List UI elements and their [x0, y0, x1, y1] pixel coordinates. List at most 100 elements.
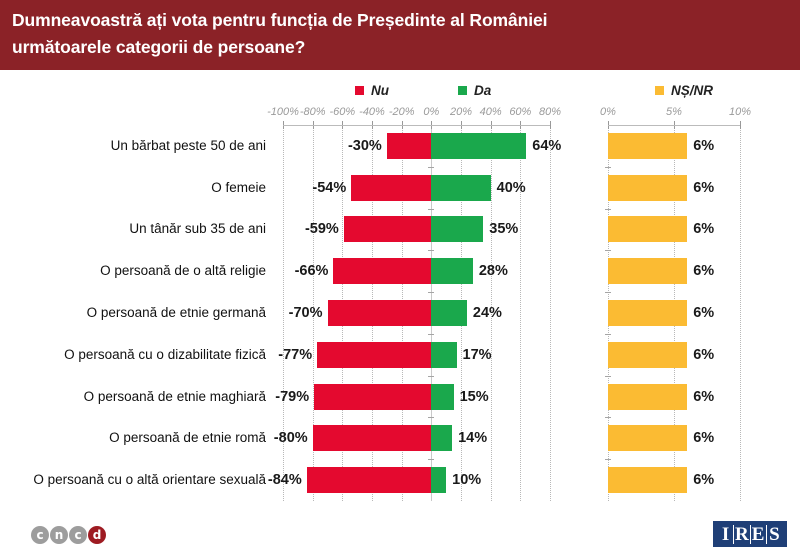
chart-row: 6%: [608, 467, 740, 494]
category-label: O persoană cu o dizabilitate fizică: [64, 346, 266, 362]
row-separator-tick: [428, 375, 435, 377]
row-separator-tick: [605, 333, 611, 335]
x-tick-label-left: -60%: [329, 106, 356, 118]
bar-nu[interactable]: [312, 425, 432, 452]
bar-value-nsnr: 6%: [693, 346, 715, 363]
bar-nsnr[interactable]: [608, 258, 688, 285]
bar-nu[interactable]: [317, 341, 432, 368]
x-tick-label-right: 10%: [728, 106, 752, 118]
legend-swatch-nsnr-icon: [655, 85, 664, 95]
ires-logo-letter: I: [718, 524, 735, 544]
bar-value-nu: -80%: [273, 430, 308, 447]
bar-nsnr[interactable]: [608, 216, 688, 243]
x-tick-label-left: 0%: [423, 106, 440, 118]
legend-label-nsnr: NȘ/NR: [671, 82, 714, 98]
bar-da[interactable]: [431, 258, 473, 285]
tickmark-right-10: [740, 121, 741, 129]
bar-nsnr[interactable]: [608, 383, 688, 410]
chart-row: -80% 14%: [274, 425, 550, 452]
bar-value-da: 40%: [496, 179, 526, 196]
category-label: Un bărbat peste 50 de ani: [110, 137, 266, 153]
bar-nsnr[interactable]: [608, 174, 688, 201]
gridline-left-80: [550, 125, 551, 501]
category-axis-labels: Un bărbat peste 50 de ani O femeie Un tână…: [0, 125, 272, 501]
bar-da[interactable]: [431, 341, 457, 368]
cncd-logo-letter: c: [69, 526, 87, 544]
bar-value-da: 17%: [462, 346, 492, 363]
row-separator-tick: [428, 459, 435, 461]
x-tick-label-left: 80%: [538, 106, 562, 118]
bar-value-nsnr: 6%: [693, 388, 715, 405]
category-label: O femeie: [211, 179, 266, 195]
bar-value-nu: -66%: [294, 263, 329, 280]
gridline-left--80: [312, 125, 314, 501]
bar-da[interactable]: [431, 132, 527, 159]
ires-logo-letter: S: [769, 523, 780, 545]
bar-value-nu: -30%: [347, 137, 382, 154]
bar-da[interactable]: [431, 383, 454, 410]
legend-label-da: Da: [474, 82, 492, 98]
bar-nsnr[interactable]: [608, 132, 688, 159]
bar-da[interactable]: [431, 174, 491, 201]
legend-item-nu: Nu: [355, 80, 389, 100]
chart-row: 6%: [608, 341, 740, 368]
legend-swatch-nu-icon: [355, 85, 364, 95]
chart-row: -70% 24%: [283, 300, 550, 326]
page-title-line-2: următoarele categorii de persoane?: [12, 37, 306, 57]
bar-value-da: 10%: [452, 472, 482, 489]
bar-value-nu: -59%: [304, 221, 339, 238]
bar-value-da: 14%: [458, 430, 488, 447]
x-tick-label-left: 60%: [509, 106, 532, 118]
bar-value-nsnr: 6%: [693, 472, 715, 489]
bar-nsnr[interactable]: [608, 467, 688, 494]
bar-nsnr[interactable]: [608, 341, 688, 368]
row-separator-tick: [605, 208, 611, 210]
chart-row: 6%: [608, 216, 740, 243]
chart-area: -100% -80% -60% -40% -20% 0% 20% 40% 60% 80% 0% 5%…: [0, 106, 800, 506]
chart-row: -84% 10%: [268, 467, 550, 494]
chart-row: -77% 17%: [278, 341, 550, 368]
bar-da[interactable]: [431, 467, 447, 494]
chart-row: 6%: [608, 425, 740, 452]
legend-label-nu: Nu: [371, 82, 389, 98]
category-label: O persoană de etnie germană: [86, 305, 266, 320]
chart-row: 6%: [608, 258, 740, 285]
bar-value-da: 64%: [532, 137, 562, 154]
cncd-logo-letter: c: [31, 526, 49, 544]
row-separator-tick: [605, 459, 611, 461]
row-separator-tick: [605, 417, 611, 419]
gridline-right-10: [740, 125, 741, 501]
x-axis-ticks-left-panel: -100% -80% -60% -40% -20% 0% 20% 40% 60% 80%: [0, 106, 562, 122]
x-tick-label-left: 40%: [479, 106, 502, 118]
bar-nu[interactable]: [306, 467, 432, 494]
x-tick-label-right: 5%: [666, 106, 682, 118]
bar-value-da: 28%: [478, 263, 508, 280]
plot-nsnr: 6% 6% 6% 6% 6% 6% 6% 6% 6%: [605, 121, 741, 501]
bar-nu[interactable]: [333, 258, 432, 285]
chart-legend: Nu Da NȘ/NR: [0, 80, 800, 106]
bar-nu[interactable]: [351, 174, 432, 201]
bar-nsnr[interactable]: [608, 300, 688, 326]
row-separator-tick: [428, 417, 435, 419]
category-label: O persoană de etnie romă: [109, 430, 266, 446]
x-axis-ticks-right-panel: 0% 5% 10%: [0, 106, 800, 122]
axis-line-right: [608, 125, 740, 126]
category-label: O persoană de o altă religie: [100, 263, 266, 279]
x-tick-label-left: -100%: [267, 106, 299, 118]
bar-da[interactable]: [431, 300, 467, 326]
bar-value-nu: -54%: [312, 179, 347, 196]
bar-nu[interactable]: [314, 383, 432, 410]
bar-nu[interactable]: [327, 300, 432, 326]
ires-logo-letter: R: [735, 523, 751, 545]
bar-nu[interactable]: [386, 132, 432, 159]
title-banner: Dumneavoastră ați vota pentru funcția de…: [0, 0, 800, 70]
category-label: O persoană cu o altă orientare sexuală: [33, 472, 266, 488]
bar-value-nsnr: 6%: [693, 137, 715, 154]
x-tick-label-left: -20%: [388, 106, 415, 118]
bar-nu[interactable]: [343, 216, 432, 243]
bar-da[interactable]: [431, 216, 484, 243]
bar-value-nsnr: 6%: [693, 221, 715, 238]
bar-da[interactable]: [431, 425, 453, 452]
bar-nsnr[interactable]: [608, 425, 688, 452]
